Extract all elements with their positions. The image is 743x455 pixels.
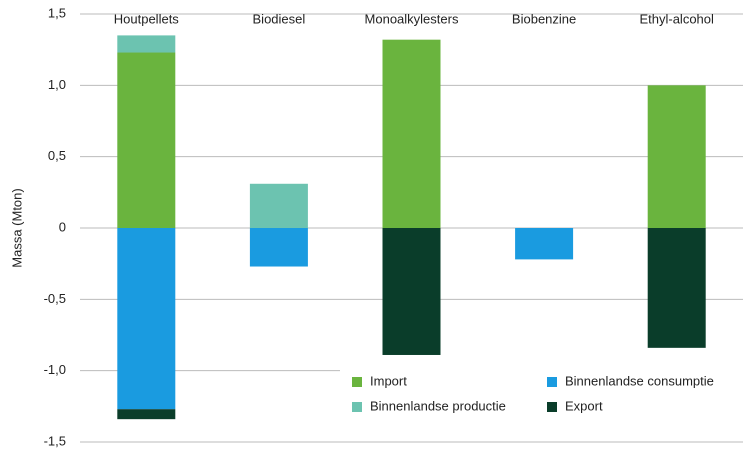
bar-segment — [382, 39, 441, 229]
category-label: Biodiesel — [253, 11, 306, 26]
legend-swatch — [547, 402, 557, 412]
legend-label: Binnenlandse productie — [370, 398, 506, 413]
y-tick-label: 0 — [59, 219, 66, 234]
legend-swatch — [547, 377, 557, 387]
bar-segment — [647, 228, 706, 348]
bar-segment — [249, 228, 308, 267]
legend-label: Import — [370, 373, 407, 388]
bar-segment — [117, 35, 176, 53]
category-label: Monoalkylesters — [365, 11, 459, 26]
legend-label: Export — [565, 398, 603, 413]
legend-background — [340, 368, 743, 422]
bar-segment — [117, 52, 176, 228]
y-tick-label: -1,0 — [44, 362, 66, 377]
bar-segment — [647, 85, 706, 228]
y-tick-label: 1,0 — [48, 77, 66, 92]
category-label: Ethyl-alcohol — [639, 11, 714, 26]
category-label: Houtpellets — [114, 11, 180, 26]
y-tick-label: 0,5 — [48, 148, 66, 163]
legend-swatch — [352, 402, 362, 412]
bar-segment — [117, 228, 176, 410]
legend-swatch — [352, 377, 362, 387]
bar-segment — [382, 228, 441, 355]
y-tick-label: -0,5 — [44, 291, 66, 306]
bar-segment — [117, 409, 176, 420]
legend-label: Binnenlandse consumptie — [565, 373, 714, 388]
y-tick-label: -1,5 — [44, 433, 66, 448]
y-axis-label: Massa (Mton) — [9, 188, 24, 267]
bar-segment — [515, 228, 574, 260]
y-tick-label: 1,5 — [48, 5, 66, 20]
bar-segment — [249, 183, 308, 228]
category-label: Biobenzine — [512, 11, 576, 26]
